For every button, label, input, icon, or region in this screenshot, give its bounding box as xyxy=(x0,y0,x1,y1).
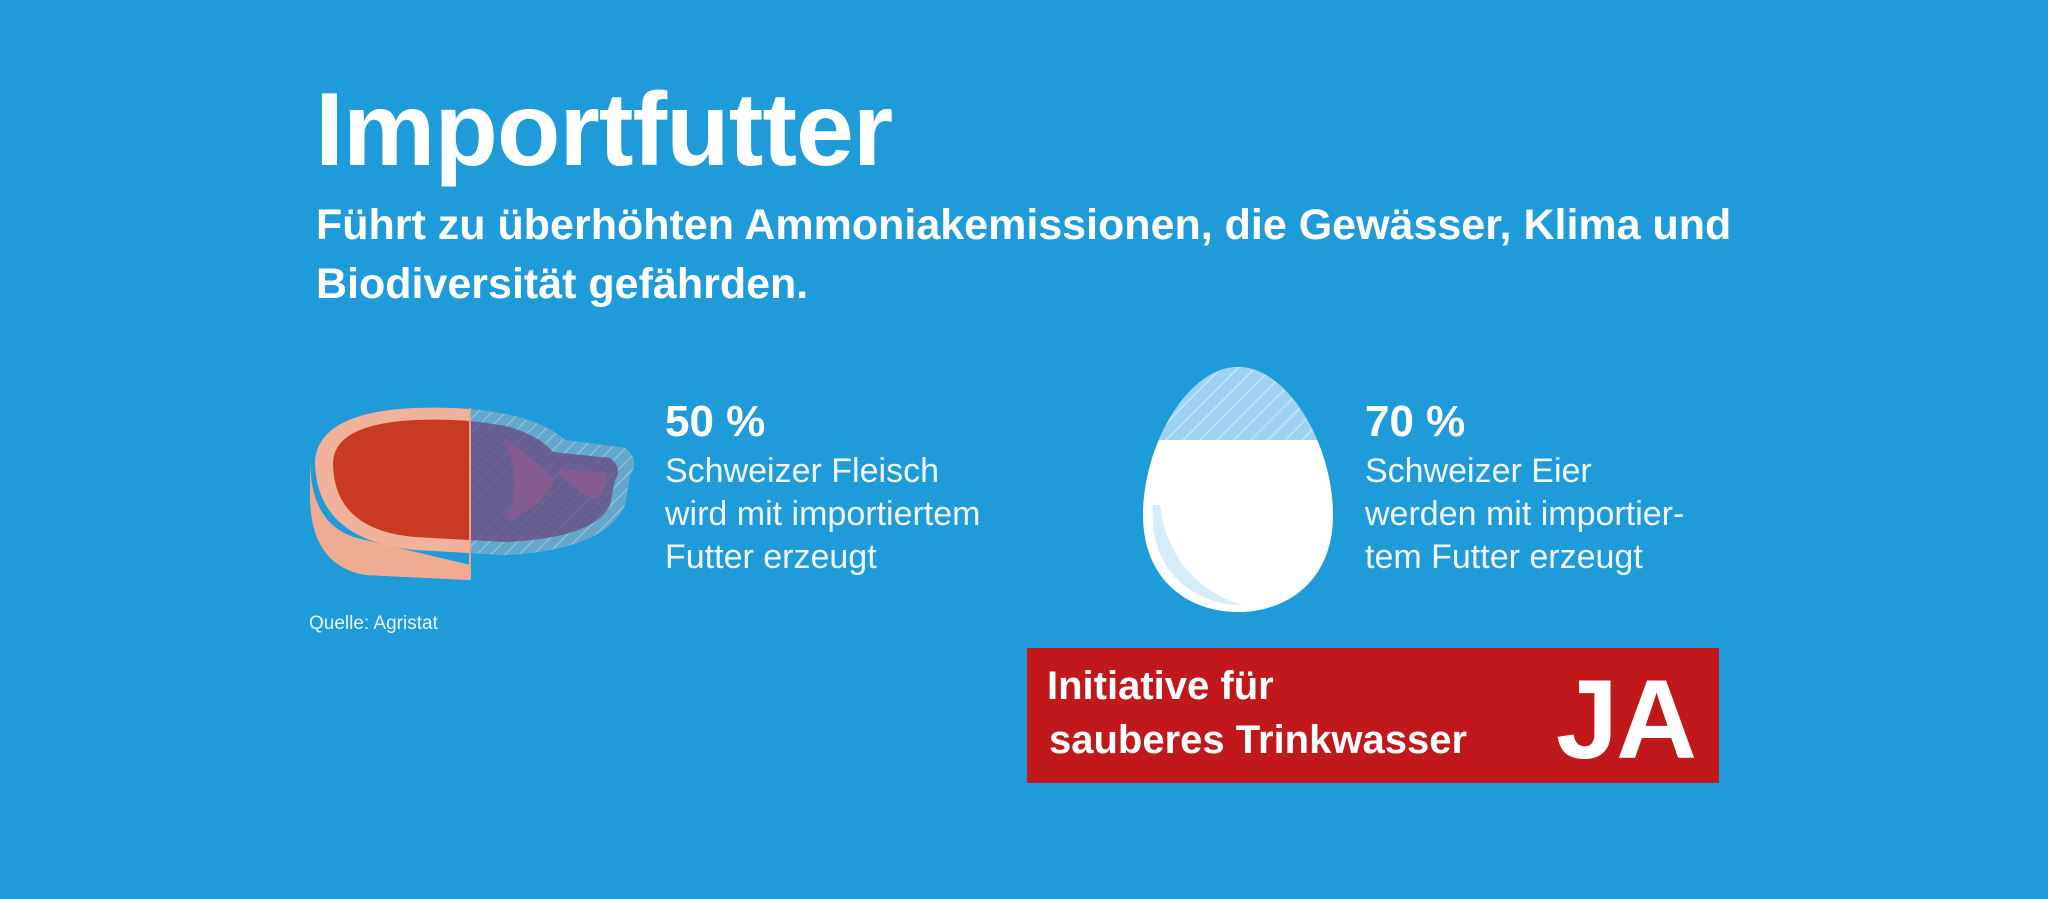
banner-vote-ja: JA xyxy=(1555,657,1697,782)
stat-meat: 50 % Schweizer Fleisch wird mit importie… xyxy=(665,400,980,579)
stat-egg: 70 % Schweizer Eier werden mit importier… xyxy=(1365,400,1684,579)
campaign-banner: Initiative für sauberes Trinkwasser JA xyxy=(1027,648,1719,783)
stat-meat-line-1: Schweizer Fleisch xyxy=(665,452,939,490)
steak-icon xyxy=(310,407,634,580)
source-note: Quelle: Agristat xyxy=(309,613,438,634)
page-subtitle: Führt zu überhöhten Ammoniakemissionen, … xyxy=(316,201,1732,308)
banner-line-1: Initiative für xyxy=(1047,664,1274,708)
egg-icon xyxy=(1143,367,1333,612)
stat-meat-line-2: wird mit importiertem xyxy=(665,495,981,533)
stat-egg-line-2: werden mit importier- xyxy=(1365,495,1685,533)
stat-egg-value: 70 % xyxy=(1365,397,1466,446)
page-title: Importfutter xyxy=(315,72,893,188)
stat-egg-line-1: Schweizer Eier xyxy=(1365,452,1592,490)
stat-meat-line-3: Futter erzeugt xyxy=(665,538,877,576)
stat-egg-line-3: tem Futter erzeugt xyxy=(1365,538,1643,576)
stat-meat-value: 50 % xyxy=(665,397,766,446)
banner-line-2: sauberes Trinkwasser xyxy=(1049,718,1468,762)
